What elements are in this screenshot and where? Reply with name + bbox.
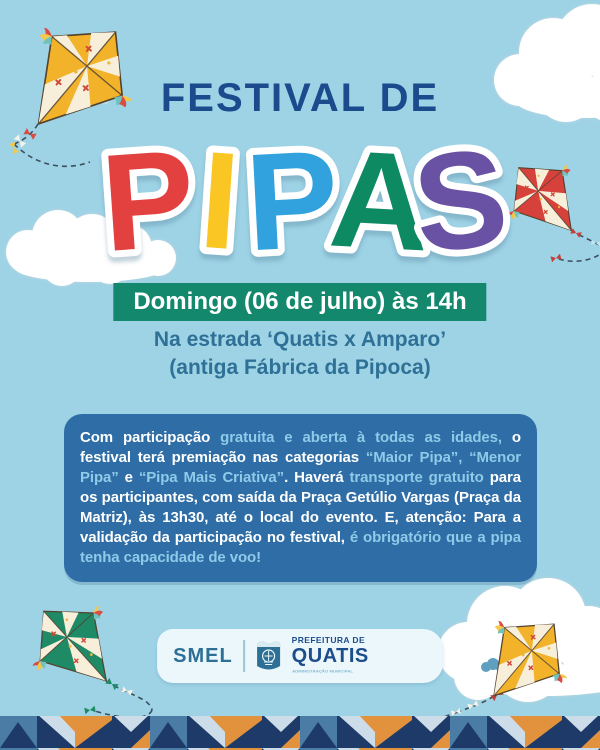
bottom-pattern-strip (0, 716, 600, 750)
pipas-letter-p1: P (97, 121, 200, 281)
location-line1: Na estrada ‘Quatis x Amparo’ (153, 328, 447, 351)
kite-bottom-right (458, 594, 590, 726)
info-segment: transporte gratuito (349, 469, 484, 486)
pipas-letter-i: I (195, 123, 244, 279)
info-segment: gratuita e aberta à todas as idades, (220, 429, 502, 446)
smel-logo-text: SMEL (173, 644, 233, 667)
pipas-letter-a: A (326, 121, 434, 280)
prefeitura-top-label: PREFEITURA DE (291, 635, 366, 646)
title-line1: FESTIVAL DE (160, 76, 440, 120)
logo-divider (242, 640, 245, 672)
quatis-crest-icon (256, 641, 280, 670)
prefeitura-tagline: ADMINISTRAÇÃO MUNICIPAL (291, 668, 353, 674)
location-line2: (antiga Fábrica da Pipoca) (169, 356, 431, 379)
cloud-mini-steel (481, 658, 505, 672)
info-segment: . Haverá (284, 469, 350, 486)
info-segment: “Maior Pipa”, “Menor Pipa” (80, 449, 521, 486)
info-segment: o festival terá premiação nas categorias (80, 429, 521, 466)
info-paragraph: Com participação gratuita e aberta à tod… (80, 428, 521, 568)
footer-logo-bar: SMEL PREFEITURA DE QUATIS ADMINISTRAÇÃO … (157, 629, 443, 683)
info-segment: “Pipa Mais Criativa” (138, 469, 285, 486)
prefeitura-logo-text: PREFEITURA DE QUATIS ADMINISTRAÇÃO MUNIC… (292, 636, 427, 676)
info-segment: e (118, 469, 139, 486)
cloud-bottom-right (438, 578, 600, 702)
info-box: Com participação gratuita e aberta à tod… (64, 414, 537, 582)
info-segment: para os participantes, com saída da Praç… (80, 469, 521, 546)
kite-bottom-left (9, 580, 141, 712)
pipas-letter-s: S (407, 120, 515, 283)
info-segment: Com participação (80, 429, 221, 446)
info-segment: é obrigatório que a pipa tenha capacidad… (80, 529, 521, 566)
prefeitura-name-label: QUATIS (291, 644, 369, 667)
title-pipas: P I P A S (90, 113, 521, 290)
pipas-letter-p2: P (242, 122, 342, 281)
date-banner: Domingo (06 de julho) às 14h (113, 283, 487, 321)
